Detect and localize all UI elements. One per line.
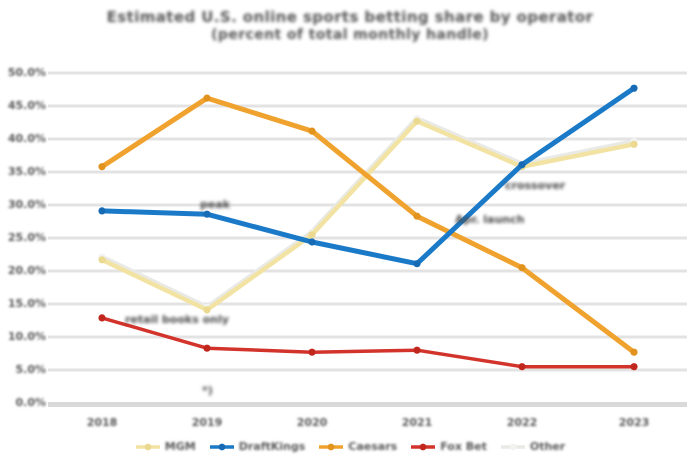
legend-marker (419, 443, 427, 450)
series-marker-Caesars (203, 94, 211, 102)
series-marker-Fox Bet (413, 346, 421, 354)
annotation-text: crossover (505, 179, 566, 192)
y-axis-tick-label: 45.0% (7, 99, 46, 112)
legend-label: Other (529, 440, 566, 453)
y-axis-tick-label: 0.0% (15, 396, 46, 409)
series-marker-MGM (630, 140, 638, 148)
series-marker-Fox Bet (630, 363, 638, 371)
legend-marker (218, 443, 226, 450)
series-marker-MGM (413, 117, 421, 125)
legend-label: DraftKings (238, 440, 306, 453)
chart-legend: MGM DraftKings Caesars Fox Bet Other (0, 440, 700, 453)
legend-item-Other: Other (500, 440, 565, 453)
annotation-text: retail books only (125, 313, 229, 326)
series-marker-Caesars (630, 348, 638, 356)
y-axis-tick-label: 25.0% (7, 231, 46, 244)
y-axis-tick-label: 35.0% (7, 165, 46, 178)
series-marker-DraftKings (518, 161, 526, 169)
y-axis-tick-label: 50.0% (7, 66, 46, 79)
x-axis-tick-label: 2023 (618, 416, 650, 429)
series-marker-Fox Bet (518, 363, 526, 371)
series-marker-DraftKings (98, 207, 106, 215)
series-marker-Caesars (308, 127, 316, 135)
series-line-MGM (99, 118, 637, 313)
series-marker-DraftKings (308, 238, 316, 246)
annotation-text: peak (200, 198, 231, 211)
series-marker-DraftKings (413, 260, 421, 268)
legend-label: Fox Bet (440, 440, 487, 453)
series-marker-MGM (203, 306, 211, 314)
series-marker-DraftKings (203, 210, 211, 218)
series-marker-Fox Bet (98, 314, 106, 322)
x-axis-tick-label: 2022 (506, 416, 538, 429)
legend-item-DraftKings: DraftKings (209, 440, 306, 453)
y-axis-tick-label: 15.0% (7, 297, 46, 310)
annotation-text: *) (202, 384, 213, 397)
y-axis-tick-label: 10.0% (7, 330, 46, 343)
series-line-DraftKings (99, 85, 637, 267)
y-axis-tick-label: 5.0% (15, 363, 46, 376)
y-axis-tick-label: 40.0% (7, 132, 46, 145)
legend-label: MGM (164, 440, 196, 453)
series-marker-Caesars (413, 212, 421, 220)
y-axis-tick-label: 30.0% (7, 198, 46, 211)
legend-marker (327, 443, 335, 450)
series-marker-Caesars (98, 163, 106, 171)
series-marker-Caesars (518, 264, 526, 272)
legend-item-Fox Bet: Fox Bet (410, 440, 487, 453)
legend-marker (509, 443, 517, 450)
series-marker-MGM (98, 256, 106, 264)
legend-swatch-icon (319, 443, 344, 450)
series-marker-DraftKings (630, 84, 638, 92)
legend-swatch-icon (209, 443, 234, 450)
x-axis-tick-label: 2021 (401, 416, 433, 429)
chart-title: Estimated U.S. online sports betting sha… (0, 8, 700, 44)
series-marker-Fox Bet (308, 348, 316, 356)
legend-swatch-icon (500, 443, 525, 450)
x-axis-tick-label: 2019 (191, 416, 223, 429)
series-line-Fox Bet (100, 316, 636, 369)
chart-title-line2: (percent of total monthly handle) (211, 26, 489, 43)
series-marker-MGM (308, 231, 316, 239)
legend-swatch-icon (135, 443, 160, 450)
legend-item-MGM: MGM (135, 440, 196, 453)
chart-title-line1: Estimated U.S. online sports betting sha… (106, 8, 594, 26)
x-axis-tick-label: 2020 (296, 416, 328, 429)
series-line-Caesars (99, 95, 637, 355)
x-axis-line (48, 402, 687, 407)
y-axis-tick-label: 20.0% (7, 264, 46, 277)
series-marker-Fox Bet (203, 344, 211, 352)
x-axis-tick-label: 2018 (86, 416, 118, 429)
legend-swatch-icon (411, 443, 436, 450)
legend-item-Caesars: Caesars (318, 440, 397, 453)
legend-marker (144, 443, 152, 450)
legend-label: Caesars (348, 440, 398, 453)
annotation-text: Apr. launch (455, 213, 525, 226)
